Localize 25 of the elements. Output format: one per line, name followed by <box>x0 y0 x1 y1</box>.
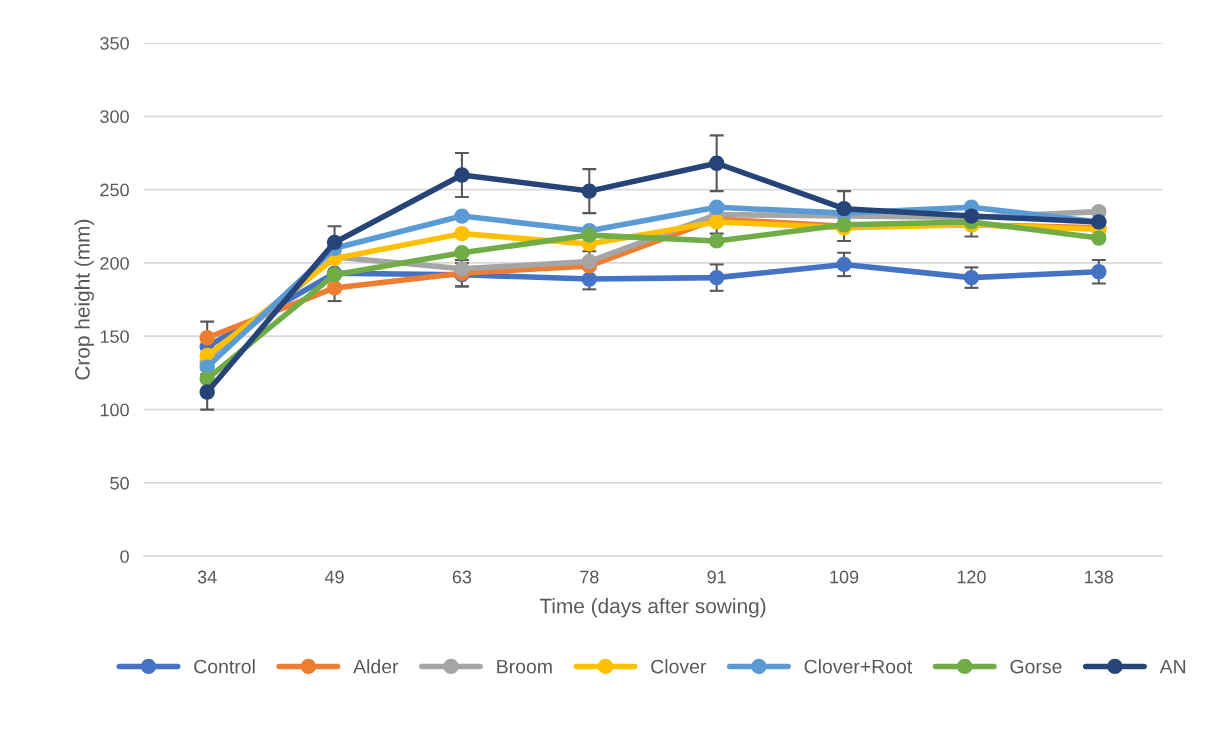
x-tick-label: 138 <box>1085 570 1114 584</box>
y-tick-label: 250 <box>100 183 129 197</box>
x-tick-label: 49 <box>324 570 344 584</box>
y-tick-label: 100 <box>100 403 129 417</box>
y-tick-label: 200 <box>100 256 129 270</box>
x-tick-label: 120 <box>957 570 986 584</box>
legend-label: Gorse <box>1010 659 1062 674</box>
legend-label: AN <box>1159 659 1186 674</box>
y-axis-title: Crop height (mm) <box>74 219 94 380</box>
y-tick-label: 350 <box>100 36 129 50</box>
y-tick-label: 150 <box>100 330 129 343</box>
legend-label: Clover <box>651 659 707 674</box>
legend-label: Broom <box>497 659 552 674</box>
legend-label: Clover+Root <box>804 659 913 674</box>
x-tick-label: 63 <box>452 570 472 584</box>
legend-label: Control <box>194 659 255 674</box>
legend-label: Alder <box>353 659 399 674</box>
y-tick-label: 0 <box>120 550 129 563</box>
x-tick-label: 78 <box>580 570 599 584</box>
x-tick-label: 109 <box>830 570 859 584</box>
x-tick-label: 34 <box>197 570 217 584</box>
y-tick-label: 300 <box>100 110 129 124</box>
x-axis-title: Time (days after sowing) <box>539 598 766 618</box>
y-tick-label: 50 <box>110 476 129 490</box>
x-tick-label: 91 <box>707 570 726 584</box>
